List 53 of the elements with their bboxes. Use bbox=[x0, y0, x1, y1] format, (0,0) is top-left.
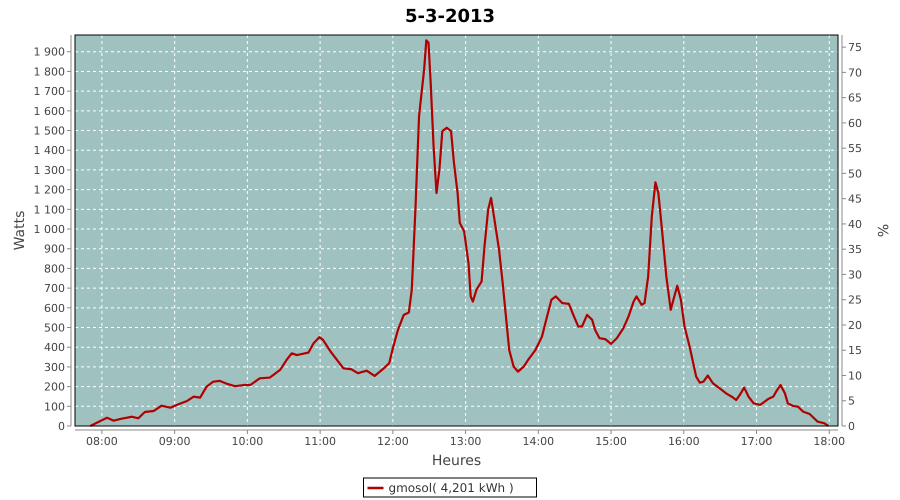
line-series bbox=[89, 39, 830, 428]
y2-tick-label: 45 bbox=[848, 192, 862, 206]
y-tick-label: 900 bbox=[44, 242, 65, 256]
x-tick-label: 16:00 bbox=[668, 435, 700, 448]
y-tick-label: 600 bbox=[44, 302, 65, 315]
y-tick-label: 1 700 bbox=[34, 85, 65, 98]
y2-tick-label: 20 bbox=[848, 318, 862, 332]
x-tick-label: 14:00 bbox=[522, 435, 554, 448]
x-tick-label: 17:00 bbox=[740, 435, 772, 448]
x-tick-label: 12:00 bbox=[377, 435, 409, 448]
y-tick-label: 1 200 bbox=[34, 184, 65, 197]
y-tick-label: 400 bbox=[44, 341, 65, 354]
y2-tick-label: 35 bbox=[848, 243, 862, 256]
y2-tick-label: 50 bbox=[848, 167, 862, 180]
y2-tick-label: 25 bbox=[848, 294, 862, 307]
x-axis-title: Heures bbox=[432, 453, 482, 469]
y2-tick-label: 65 bbox=[848, 92, 862, 105]
y-tick-label: 1 100 bbox=[34, 203, 65, 216]
y2-tick-label: 30 bbox=[848, 268, 862, 282]
x-tick-label: 11:00 bbox=[304, 435, 336, 448]
x-tick-label: 09:00 bbox=[158, 435, 190, 448]
x-tick-label: 18:00 bbox=[813, 435, 846, 448]
legend-label: gmosol( 4,201 kWh ) bbox=[388, 481, 514, 495]
y2-tick-label: 0 bbox=[848, 420, 855, 433]
y2-tick-label: 75 bbox=[848, 41, 862, 54]
y2-tick-label: 15 bbox=[848, 344, 862, 358]
y2-tick-label: 70 bbox=[848, 66, 862, 80]
y-tick-label: 500 bbox=[44, 322, 65, 335]
x-tick-label: 10:00 bbox=[232, 435, 264, 448]
y2-tick-label: 60 bbox=[848, 116, 862, 130]
y2-axis-title: % bbox=[874, 224, 890, 238]
y2-tick-label: 10 bbox=[848, 369, 862, 382]
y-tick-label: 100 bbox=[44, 400, 65, 414]
x-tick-label: 15:00 bbox=[595, 435, 627, 448]
y-tick-label: 1 800 bbox=[34, 65, 65, 78]
y-tick-label: 1 500 bbox=[34, 124, 65, 138]
y-axis-title: Watts bbox=[12, 210, 28, 250]
y-tick-label: 1 900 bbox=[34, 46, 65, 59]
y-tick-label: 1 000 bbox=[34, 223, 65, 236]
y-tick-label: 300 bbox=[44, 360, 65, 374]
y-tick-label: 1 600 bbox=[34, 104, 65, 118]
y2-tick-label: 5 bbox=[848, 394, 855, 408]
y-tick-label: 1 400 bbox=[34, 144, 65, 158]
x-tick-label: 08:00 bbox=[86, 435, 118, 448]
y-tick-label: 200 bbox=[44, 380, 65, 394]
y2-tick-label: 40 bbox=[848, 218, 862, 231]
y-tick-label: 700 bbox=[44, 282, 65, 296]
y-tick-label: 0 bbox=[58, 420, 65, 433]
chart-title: 5-3-2013 bbox=[404, 6, 496, 27]
y-tick-label: 800 bbox=[44, 262, 65, 276]
x-tick-label: 13:00 bbox=[450, 435, 482, 448]
y-tick-label: 1 300 bbox=[34, 164, 65, 177]
y2-tick-label: 55 bbox=[848, 142, 862, 156]
